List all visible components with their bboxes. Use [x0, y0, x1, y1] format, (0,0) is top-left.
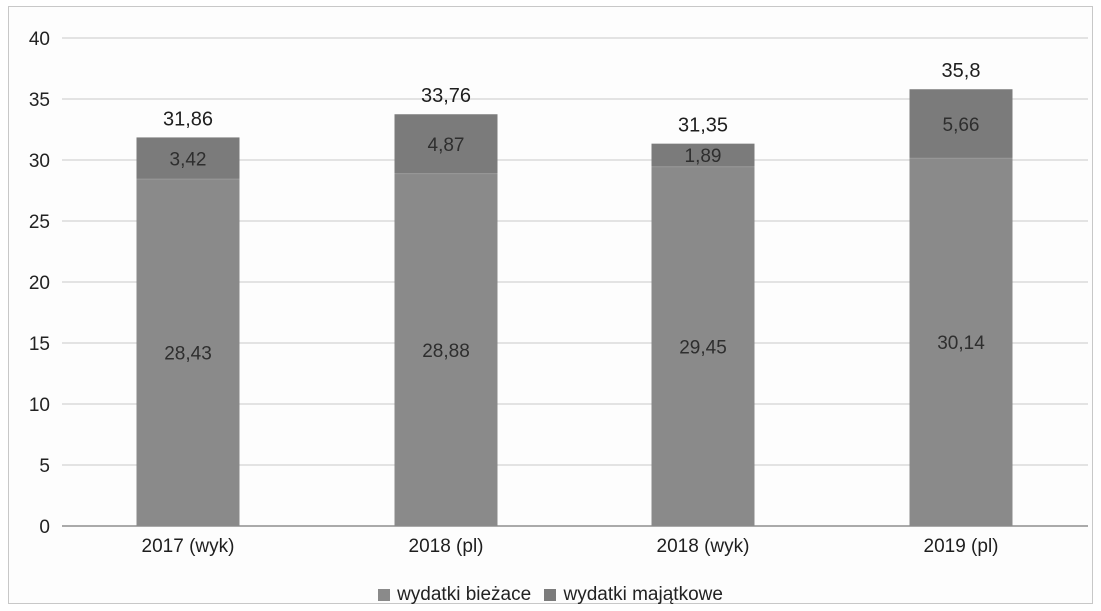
bar-segment-capital: [136, 137, 240, 180]
bars: [136, 89, 1013, 527]
y-tick-label: 30: [29, 151, 50, 172]
legend-item-current: wydatki bieżace: [378, 584, 531, 606]
x-category-label: 2018 (wyk): [657, 536, 750, 557]
total-label: 31,35: [678, 115, 728, 137]
bar-segment-capital: [651, 143, 755, 167]
total-label: 33,76: [421, 85, 471, 107]
bar-segment-current: [394, 173, 498, 526]
bar-segment-current: [136, 179, 240, 527]
total-label: 35,8: [942, 60, 981, 82]
y-tick-label: 5: [39, 456, 50, 477]
total-label: 31,86: [163, 108, 213, 130]
legend-item-capital: wydatki majątkowe: [544, 584, 723, 606]
segment-label-current: 30,14: [937, 333, 985, 354]
legend-label-current: wydatki bieżace: [397, 584, 532, 605]
legend-swatch-capital: [544, 589, 557, 601]
segment-label-capital: 5,66: [943, 115, 980, 136]
x-axis: 2017 (wyk) 2018 (pl) 2018 (wyk) 2019 (pl): [142, 536, 999, 557]
y-tick-label: 20: [29, 273, 50, 294]
y-tick-label: 40: [29, 29, 50, 50]
bar-segment-current: [909, 158, 1013, 527]
segment-label-current: 29,45: [679, 337, 727, 358]
segment-label-capital: 3,42: [170, 149, 207, 170]
bar-segment-current: [651, 166, 755, 526]
legend-swatch-current: [378, 589, 391, 601]
y-tick-label: 15: [29, 334, 50, 355]
y-tick-label: 35: [29, 90, 50, 111]
data-labels: 28,43 3,42 31,86 28,88 4,87 33,76 29,45 1,89 31,…: [163, 60, 985, 364]
x-category-label: 2019 (pl): [924, 536, 999, 557]
segment-label-current: 28,43: [164, 344, 212, 365]
segment-label-current: 28,88: [422, 341, 470, 362]
segment-label-capital: 4,87: [428, 135, 465, 156]
x-category-label: 2018 (pl): [409, 536, 484, 557]
bar-segment-capital: [909, 89, 1013, 159]
legend: wydatki bieżace wydatki majątkowe: [0, 584, 1101, 606]
y-tick-label: 0: [39, 517, 50, 538]
y-axis: 0 5 10 15 20 25 30 35 40: [29, 29, 50, 538]
y-tick-label: 10: [29, 395, 50, 416]
legend-label-capital: wydatki majątkowe: [563, 584, 723, 605]
x-category-label: 2017 (wyk): [142, 536, 235, 557]
y-tick-label: 25: [29, 212, 50, 233]
bar-segment-capital: [394, 114, 498, 174]
segment-label-capital: 1,89: [685, 146, 722, 167]
